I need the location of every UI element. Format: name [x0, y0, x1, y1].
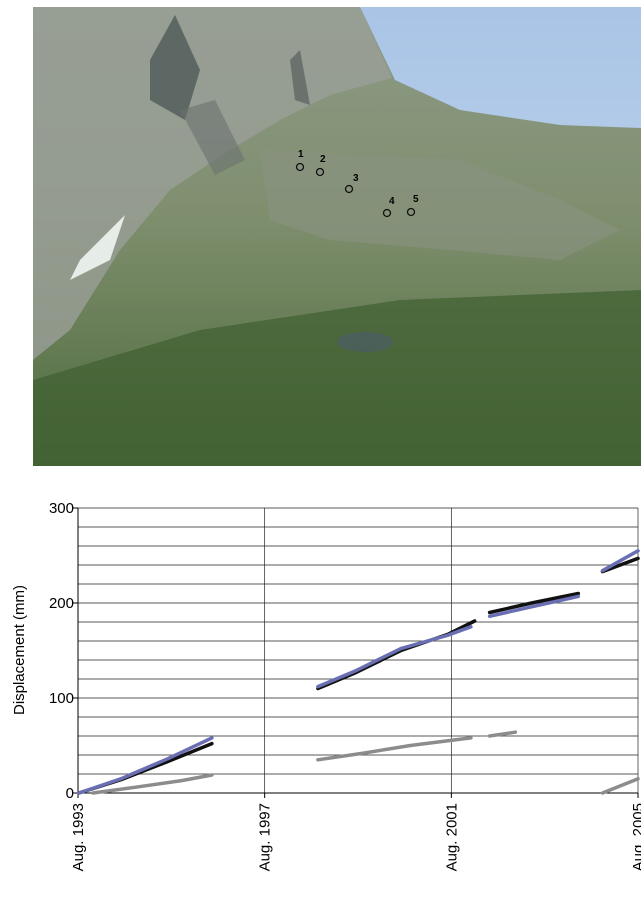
- x-tick-label: Aug. 1993: [70, 803, 87, 871]
- y-axis-label: Displacement (mm): [11, 585, 28, 715]
- y-tick-label: 300: [49, 500, 74, 517]
- y-tick-label: 200: [49, 595, 74, 612]
- photo: 1 2 3 4 5: [33, 7, 641, 466]
- series-line: [77, 556, 640, 795]
- x-tick-label: Aug. 2001: [443, 803, 460, 871]
- series-line: [91, 730, 640, 795]
- marker-label: 4: [389, 196, 395, 207]
- y-tick-label: 0: [66, 785, 74, 802]
- series-line: [77, 549, 640, 795]
- x-tick-label: Aug. 2005: [630, 803, 641, 871]
- marker-label: 2: [320, 154, 326, 165]
- y-tick-label: 100: [49, 690, 74, 707]
- marker-label: 5: [413, 194, 419, 205]
- marker-label: 1: [298, 149, 304, 160]
- x-tick-label: Aug. 1997: [257, 803, 274, 871]
- marker-label: 3: [353, 173, 359, 184]
